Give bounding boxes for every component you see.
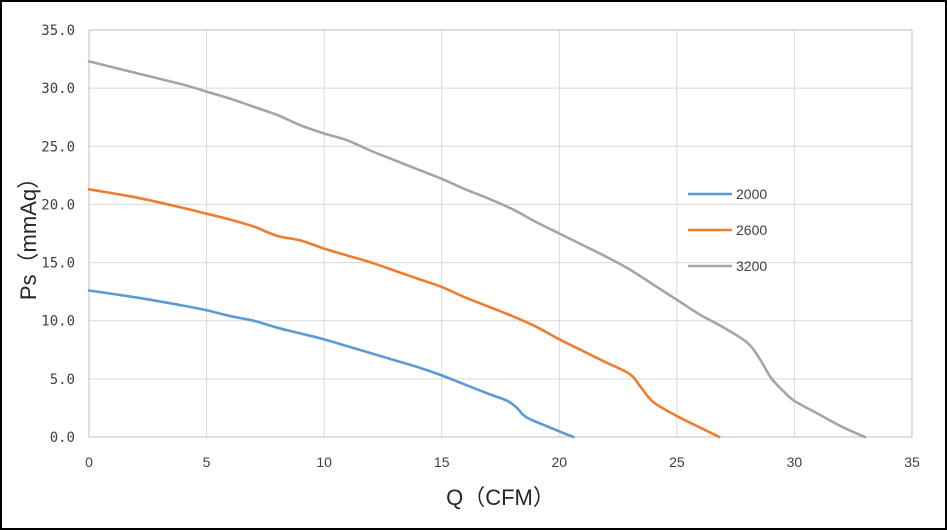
series-line-2000 bbox=[87, 289, 575, 439]
x-axis-title: Q（CFM） bbox=[446, 485, 555, 510]
y-tick-label: 10.0 bbox=[41, 314, 75, 330]
x-tick-label: 30 bbox=[787, 454, 803, 470]
legend-label-3200: 3200 bbox=[736, 258, 767, 274]
y-axis-title: Ps（mmAq） bbox=[16, 167, 41, 300]
y-tick-label: 5.0 bbox=[50, 372, 75, 388]
y-tick-label: 20.0 bbox=[41, 197, 75, 213]
y-tick-labels: 0.0 5.0 10.0 15.0 20.0 25.0 30.0 35.0 bbox=[41, 23, 75, 446]
x-tick-label: 10 bbox=[316, 454, 332, 470]
x-tick-labels: 0 5 10 15 20 25 30 35 bbox=[85, 454, 920, 470]
y-tick-label: 30.0 bbox=[41, 81, 75, 97]
y-tick-label: 15.0 bbox=[41, 256, 75, 272]
x-tick-label: 5 bbox=[203, 454, 211, 470]
legend-label-2000: 2000 bbox=[736, 186, 767, 202]
x-tick-label: 20 bbox=[551, 454, 567, 470]
legend-label-2600: 2600 bbox=[736, 222, 767, 238]
plot-area-border bbox=[88, 29, 913, 438]
y-tick-label: 25.0 bbox=[41, 139, 75, 155]
x-tick-label: 15 bbox=[434, 454, 450, 470]
x-tick-label: 35 bbox=[904, 454, 920, 470]
y-tick-label: 35.0 bbox=[41, 23, 75, 39]
series-line-2600 bbox=[87, 188, 721, 439]
y-tick-label: 0.0 bbox=[50, 430, 75, 446]
series-lines bbox=[87, 60, 867, 439]
series-line-3200 bbox=[87, 60, 867, 439]
gridlines bbox=[88, 29, 913, 438]
legend: 2000 2600 3200 bbox=[688, 186, 767, 274]
x-tick-label: 25 bbox=[669, 454, 685, 470]
x-tick-label: 0 bbox=[85, 454, 93, 470]
